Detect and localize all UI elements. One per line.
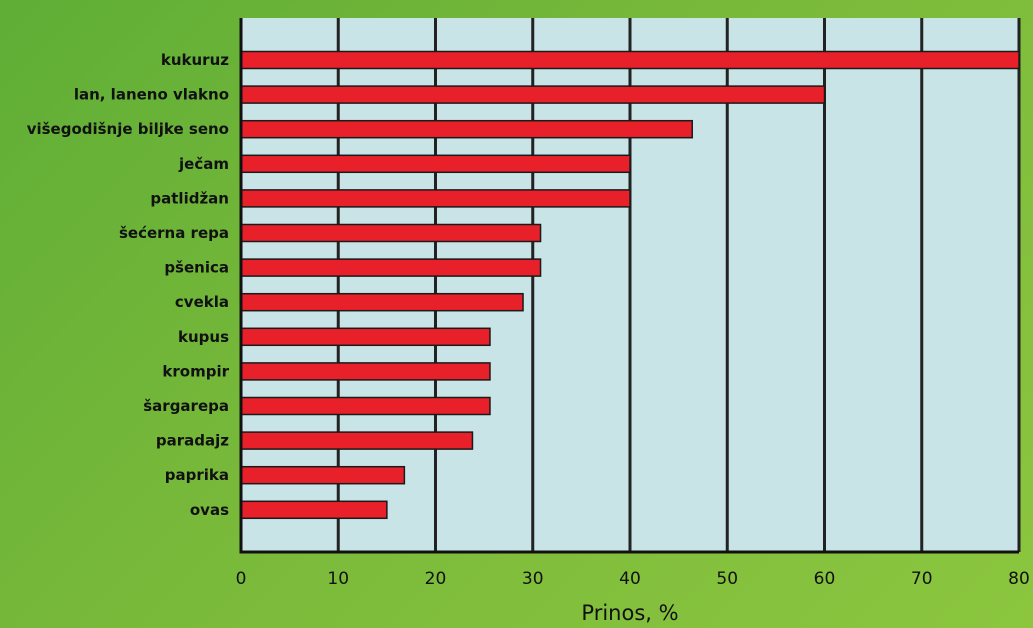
bar [240, 258, 542, 277]
x-tick-label: 60 [814, 569, 836, 589]
bar [240, 327, 491, 347]
bar [240, 396, 491, 416]
bar [240, 119, 693, 139]
bar [240, 85, 826, 104]
category-label: ječam [178, 155, 229, 173]
category-label: kukuruz [161, 51, 229, 69]
category-label: ovas [190, 501, 229, 519]
category-label: pšenica [164, 259, 229, 277]
x-tick-label: 30 [522, 569, 544, 589]
category-label: paprika [165, 466, 229, 484]
bar [240, 362, 491, 381]
x-tick-label: 10 [327, 569, 349, 589]
category-label: cvekla [175, 293, 229, 311]
category-label: šećerna repa [119, 224, 229, 242]
x-tick-labels: 0 10 20 30 40 50 60 70 80 [236, 569, 1030, 589]
bar [240, 292, 524, 312]
x-tick-label: 0 [236, 569, 247, 589]
x-axis-title: Prinos, % [581, 601, 678, 625]
bar [240, 431, 474, 450]
bar [240, 465, 406, 485]
bar [240, 223, 542, 243]
category-label: krompir [162, 362, 229, 380]
x-tick-label: 80 [1008, 569, 1030, 589]
bar [240, 500, 388, 520]
x-tick-label: 70 [911, 569, 933, 589]
category-label: patlidžan [150, 189, 229, 207]
category-label: šargarepa [143, 397, 229, 415]
category-labels: kukuruz lan, laneno vlakno višegodišnje bi… [27, 51, 230, 519]
category-label: višegodišnje biljke seno [27, 120, 229, 138]
category-label: paradajz [156, 432, 229, 450]
x-tick-label: 50 [716, 569, 738, 589]
x-tick-label: 40 [619, 569, 641, 589]
x-tick-label: 20 [425, 569, 447, 589]
bar [240, 50, 1020, 70]
bar [240, 154, 631, 174]
category-label: lan, laneno vlakno [74, 86, 229, 104]
bar [240, 189, 631, 208]
category-label: kupus [178, 328, 229, 346]
